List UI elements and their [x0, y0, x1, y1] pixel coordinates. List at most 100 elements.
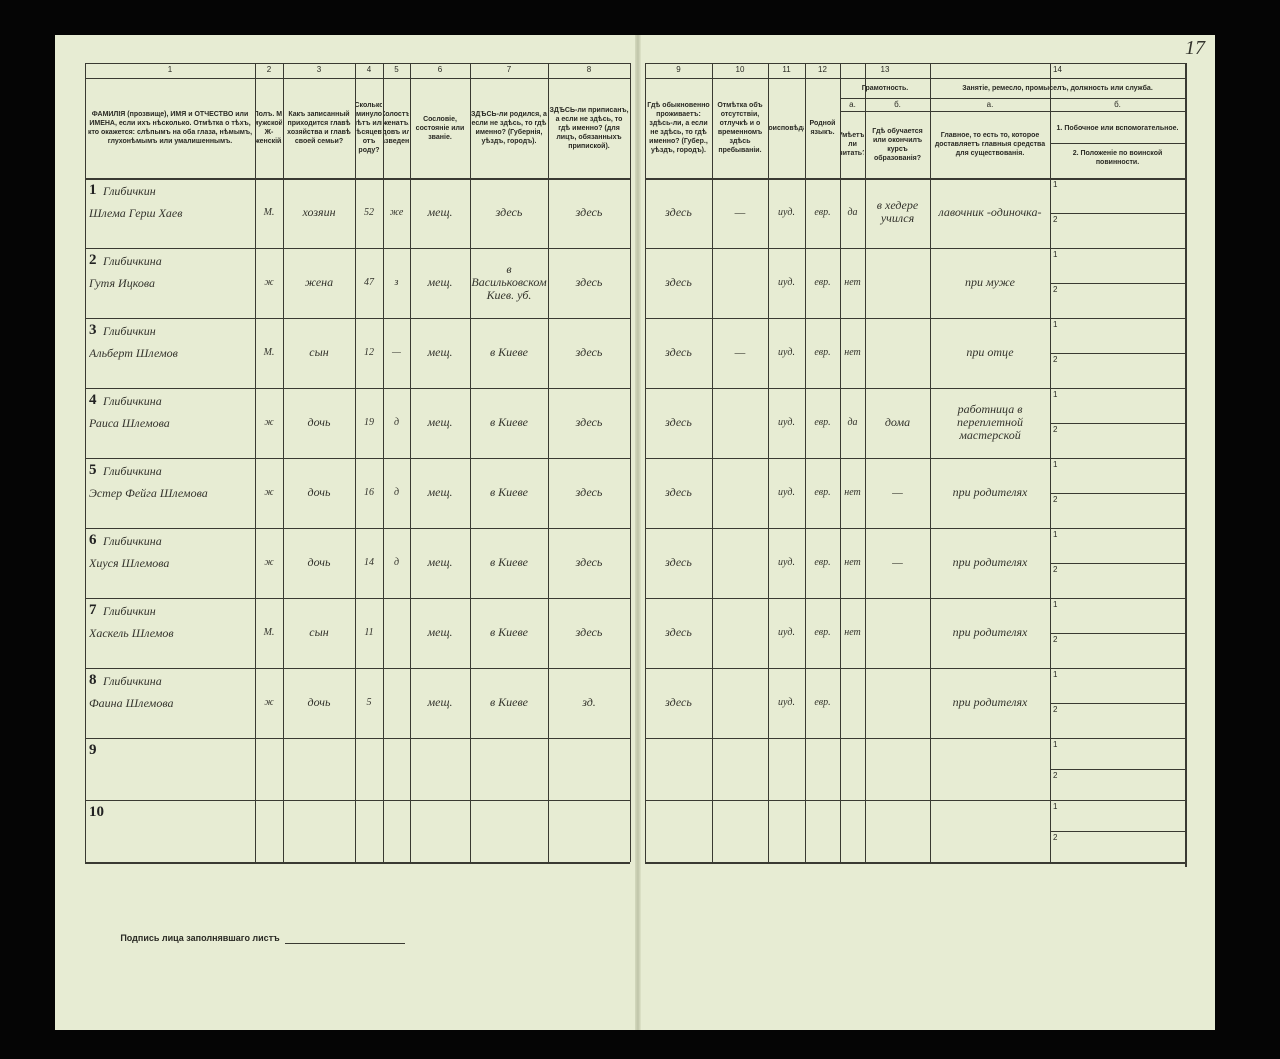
cell-entry: дома [884, 414, 911, 429]
cell-entry: д [393, 556, 400, 568]
rule [85, 528, 630, 529]
cell-entry: при родителях [952, 554, 1028, 569]
sub-row-label: 1 [1053, 802, 1058, 811]
rule [283, 63, 284, 862]
rule [645, 63, 646, 862]
row-number: 8 [89, 672, 97, 688]
sub-row-label: 1 [1053, 600, 1058, 609]
sub-row-label: 2 [1053, 771, 1058, 780]
person-name: Глибичкина [103, 394, 162, 408]
cell-entry: в Киеве [489, 694, 529, 709]
column-number: 2 [266, 65, 272, 74]
cell-entry: иуд. [778, 556, 795, 568]
rule [645, 458, 1185, 459]
cell-entry: здесь [665, 484, 692, 499]
cell-entry: мещ. [427, 624, 453, 639]
column-number: 13 [880, 65, 890, 74]
cell-entry: д [393, 416, 400, 428]
cell-entry: ж [264, 486, 274, 498]
cell-entry: — [734, 204, 746, 219]
rule [85, 63, 86, 862]
column-number: 6 [437, 65, 443, 74]
cell-entry: в Киеве [489, 484, 529, 499]
cell-entry: в хедере учился [876, 198, 919, 225]
row-number: 7 [89, 602, 97, 618]
rule [85, 668, 630, 669]
person-name: Глибичкина [103, 534, 162, 548]
cell-entry: иуд. [778, 206, 795, 218]
sub-row-label: 1 [1053, 530, 1058, 539]
rule [85, 800, 630, 801]
cell-entry: сын [309, 344, 329, 359]
cell-entry: да [847, 206, 858, 218]
column-header: Холостъ, женатъ, вдовъ или разведенъ. [384, 111, 409, 145]
rule [768, 63, 769, 862]
sub-row-label: 1 [1053, 460, 1058, 469]
cell-entry: при отце [966, 344, 1014, 359]
cell-entry: ж [264, 276, 274, 288]
column-number: 3 [316, 65, 322, 74]
rule [1050, 423, 1185, 424]
cell-entry: здесь [665, 274, 692, 289]
cell-entry: евр. [814, 346, 831, 358]
cell-entry: мещ. [427, 414, 453, 429]
rule [645, 528, 1185, 529]
cell-entry: М. [263, 346, 275, 358]
row-number: 3 [89, 322, 97, 338]
cell-entry: д [393, 486, 400, 498]
cell-entry: при муже [964, 274, 1015, 289]
cell-entry: иуд. [778, 626, 795, 638]
cell-entry: же [389, 206, 404, 218]
column-number: 1 [167, 65, 173, 74]
cell-entry: мещ. [427, 344, 453, 359]
column-header: Занятіе, ремесло, промыселъ, должность и… [962, 84, 1153, 92]
cell-entry: евр. [814, 626, 831, 638]
cell-entry: здесь [665, 204, 692, 219]
cell-entry: здесь [665, 414, 692, 429]
rule [645, 178, 1185, 180]
cell-entry: здесь [495, 204, 523, 219]
sub-row-label: 1 [1053, 250, 1058, 259]
cell-entry: нет [844, 626, 861, 638]
column-header: Сколько минуло лѣтъ или мѣсяцевъ отъ род… [356, 102, 382, 154]
rule [645, 78, 1185, 79]
cell-entry: — [392, 346, 401, 358]
person-name: Глибичкина [103, 674, 162, 688]
rule [712, 63, 713, 862]
person-name: Фаина Шлемова [89, 696, 174, 710]
cell-entry: мещ. [427, 274, 453, 289]
rule [1050, 831, 1185, 832]
cell-entry: здесь [575, 554, 603, 569]
sub-row-label: 2 [1053, 425, 1058, 434]
sub-row-label: 2 [1053, 635, 1058, 644]
rule [645, 668, 1185, 669]
column-number: 11 [782, 65, 791, 74]
signature-label: Подпись лица заполнявшаго листъ [120, 932, 280, 943]
cell-entry: з [394, 276, 399, 288]
rule [85, 738, 630, 739]
column-header: Грамотность. [861, 84, 909, 92]
cell-entry: нет [844, 556, 861, 568]
cell-entry: иуд. [778, 346, 795, 358]
sub-row-label: 1 [1053, 390, 1058, 399]
column-number: 14 [1053, 65, 1062, 74]
row-number: 9 [89, 742, 97, 758]
person-name: Глибичкин [103, 604, 156, 618]
cell-entry: зд. [582, 694, 596, 709]
cell-entry: М. [263, 206, 275, 218]
rule [1050, 213, 1185, 214]
rule [85, 388, 630, 389]
cell-entry: 47 [364, 276, 374, 288]
column-number: 10 [735, 65, 745, 74]
rule [85, 458, 630, 459]
cell-entry: евр. [814, 486, 831, 498]
cell-entry: евр. [814, 696, 831, 708]
sub-header: Гдѣ обучается или окончилъ курсъ образов… [872, 127, 923, 162]
rule [840, 111, 930, 112]
cell-entry: 5 [366, 696, 372, 708]
person-name: Хиуся Шлемова [89, 556, 170, 570]
column-header: ФАМИЛІЯ (прозвище), ИМЯ и ОТЧЕСТВО или И… [87, 111, 253, 145]
column-header: Отмѣтка объ отсутствіи, отлучкѣ и о врем… [717, 102, 763, 154]
cell-entry: — [892, 484, 903, 499]
